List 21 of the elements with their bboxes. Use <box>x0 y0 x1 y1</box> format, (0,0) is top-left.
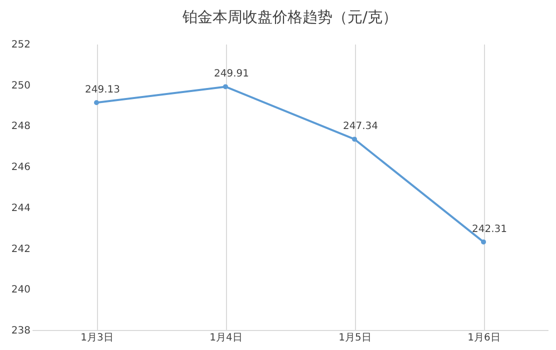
y-tick-label: 240 <box>11 284 30 296</box>
point <box>223 84 228 90</box>
x-tick-label: 1月4日 <box>210 332 242 344</box>
x-tick-label: 1月3日 <box>80 332 114 344</box>
data-label: 247.34 <box>343 121 378 132</box>
y-tick-label: 242 <box>11 244 30 255</box>
x-tick-label: 1月5日 <box>338 332 372 344</box>
data-label: 249.13 <box>85 84 120 96</box>
point <box>481 239 486 244</box>
y-tick-label: 252 <box>11 40 30 50</box>
y-tick-label: 246 <box>11 162 30 174</box>
y-tick-label: 250 <box>11 80 30 92</box>
y-tick-label: 248 <box>11 121 30 132</box>
y-tick-label: 238 <box>11 326 30 336</box>
x-tick-label: 1月6日 <box>468 332 500 344</box>
y-tick-label: 244 <box>11 202 30 214</box>
chart-title: 铂金本周收盘价格趋势（元/克） <box>181 8 398 26</box>
data-label: 249.91 <box>214 68 249 80</box>
point <box>94 100 99 106</box>
point <box>352 136 357 142</box>
data-label: 242.31 <box>472 224 507 235</box>
